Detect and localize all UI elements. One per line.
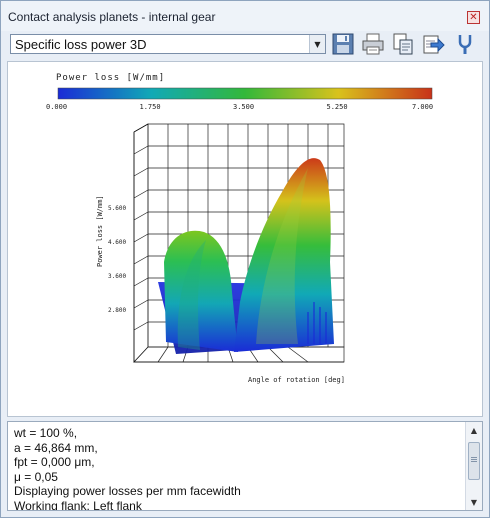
- save-icon[interactable]: [331, 32, 355, 56]
- info-text: wt = 100 %, a = 46,864 mm, fpt = 0,000 μm,…: [14, 426, 241, 511]
- z-tick-label: 5.600: [108, 205, 126, 212]
- x-axis-label: Angle of rotation [deg]: [248, 376, 345, 384]
- print-icon[interactable]: [361, 32, 385, 56]
- plot-area[interactable]: Power loss [W/mm] 0.000 1.750 3.500 5.250 7.…: [7, 61, 483, 417]
- colorbar-tick-label: 7.000: [412, 103, 433, 111]
- z-axis-label: Power loss [W/mm]: [96, 195, 104, 267]
- close-button[interactable]: ✕: [467, 11, 480, 24]
- surface-chart: Power loss [W/mm] 0.000 1.750 3.500 5.250 7.…: [8, 62, 484, 418]
- info-line: wt = 100 %,: [14, 426, 241, 441]
- window-title: Contact analysis planets - internal gear: [8, 10, 215, 24]
- info-line: Displaying power losses per mm facewidth: [14, 484, 241, 499]
- scroll-thumb[interactable]: [468, 442, 480, 480]
- view-select[interactable]: Specific loss power 3D ▼: [10, 34, 326, 54]
- scroll-up-icon[interactable]: ▲: [466, 423, 482, 437]
- colorbar-tick-label: 5.250: [327, 103, 348, 111]
- info-line: μ = 0,05: [14, 470, 241, 485]
- z-tick-label: 2.800: [108, 307, 126, 314]
- info-line: Working flank: Left flank: [14, 499, 241, 512]
- colorbar-label: Power loss [W/mm]: [56, 73, 165, 83]
- chevron-down-icon[interactable]: ▼: [309, 35, 325, 53]
- view-select-value: Specific loss power 3D: [15, 37, 147, 52]
- z-tick-label: 3.600: [108, 273, 126, 280]
- vertical-scrollbar[interactable]: ▲ ▼: [465, 422, 482, 510]
- title-bar: Contact analysis planets - internal gear…: [1, 1, 489, 31]
- colorbar-tick-label: 1.750: [140, 103, 161, 111]
- close-icon: ✕: [469, 13, 477, 23]
- info-panel[interactable]: wt = 100 %, a = 46,864 mm, fpt = 0,000 μm,…: [7, 421, 483, 511]
- scroll-down-icon[interactable]: ▼: [466, 495, 482, 509]
- colorbar: [58, 88, 432, 99]
- z-tick-label: 4.600: [108, 239, 126, 246]
- colorbar-tick-label: 3.500: [233, 103, 254, 111]
- info-line: a = 46,864 mm,: [14, 441, 241, 456]
- toolbar: Specific loss power 3D ▼: [1, 31, 489, 61]
- help-icon[interactable]: [453, 32, 477, 56]
- copy-icon[interactable]: [391, 32, 415, 56]
- info-line: fpt = 0,000 μm,: [14, 455, 241, 470]
- export-icon[interactable]: [421, 32, 445, 56]
- colorbar-tick-label: 0.000: [46, 103, 67, 111]
